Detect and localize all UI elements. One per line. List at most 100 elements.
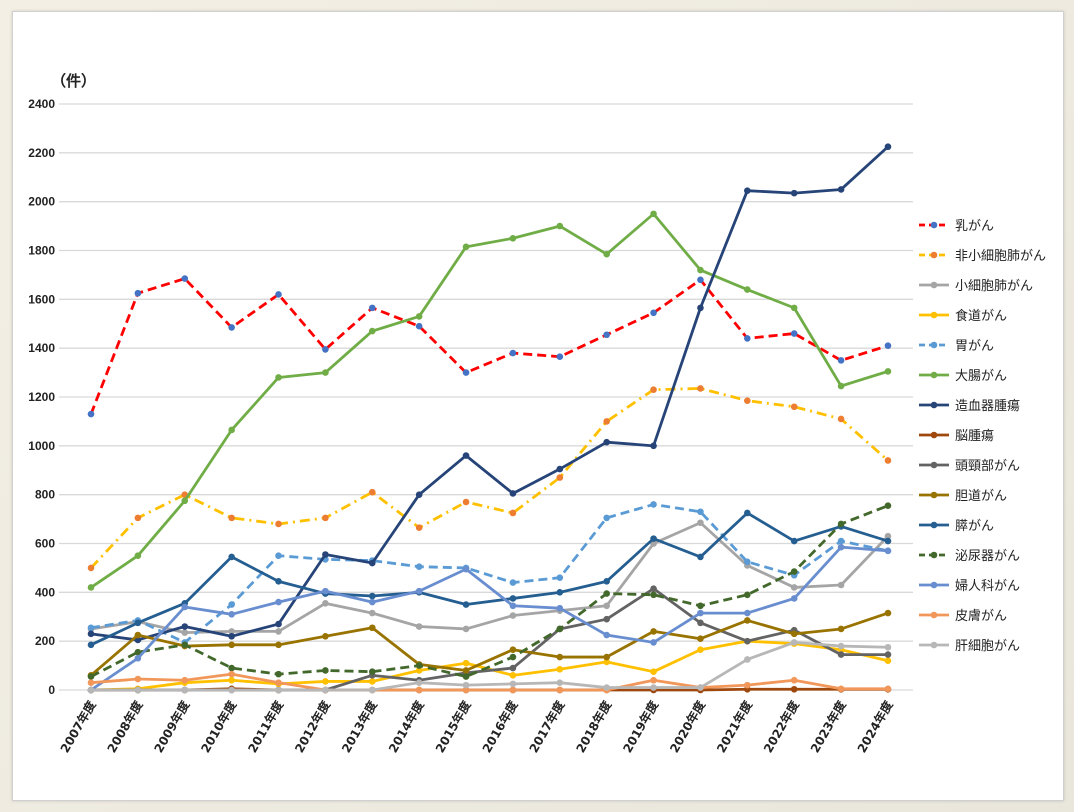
data-point bbox=[368, 668, 376, 675]
data-point bbox=[368, 592, 376, 600]
legend-marker bbox=[930, 491, 938, 499]
data-point bbox=[275, 552, 282, 560]
data-point bbox=[415, 563, 423, 570]
x-tick-label: 2015年度 bbox=[432, 697, 474, 755]
x-tick-label: 2011年度 bbox=[244, 697, 286, 755]
data-point bbox=[603, 615, 610, 623]
data-point bbox=[603, 578, 610, 585]
legend-item: 頭頸部がん bbox=[919, 459, 1020, 474]
data-point bbox=[87, 624, 95, 632]
y-tick-label: 2200 bbox=[28, 146, 55, 160]
data-point bbox=[837, 543, 845, 551]
data-point bbox=[228, 426, 235, 434]
data-point bbox=[790, 676, 798, 684]
legend-item: 泌尿器がん bbox=[919, 549, 1020, 564]
legend-item: 食道がん bbox=[919, 308, 1007, 324]
legend-item: 肝細胞がん bbox=[919, 639, 1020, 654]
data-point bbox=[509, 664, 517, 672]
data-point bbox=[87, 584, 95, 591]
legend-marker bbox=[930, 431, 938, 439]
data-point bbox=[462, 659, 470, 667]
series-13 bbox=[87, 670, 892, 694]
series-6 bbox=[87, 143, 892, 644]
data-point bbox=[181, 275, 189, 282]
x-tick-label: 2023年度 bbox=[807, 697, 849, 755]
series-line bbox=[90, 521, 889, 635]
data-point bbox=[884, 143, 892, 151]
legend-item: 膵がん bbox=[919, 519, 994, 534]
y-tick-label: 1000 bbox=[28, 439, 55, 453]
data-point bbox=[181, 497, 189, 505]
data-point bbox=[322, 369, 329, 376]
data-point bbox=[697, 553, 704, 561]
data-point bbox=[181, 623, 189, 630]
series-4 bbox=[87, 501, 892, 646]
series-line bbox=[90, 511, 889, 647]
series-11 bbox=[87, 502, 892, 680]
data-point bbox=[87, 410, 95, 418]
data-point bbox=[228, 514, 235, 522]
data-point bbox=[322, 632, 329, 640]
data-point bbox=[415, 679, 423, 686]
x-tick-label: 2024年度 bbox=[854, 697, 896, 755]
legend-label: 泌尿器がん bbox=[955, 549, 1020, 564]
data-point bbox=[509, 646, 517, 654]
data-point bbox=[87, 630, 95, 638]
data-point bbox=[650, 585, 657, 592]
data-point bbox=[650, 668, 657, 675]
data-point bbox=[884, 342, 892, 350]
legend-label: 胃がん bbox=[955, 339, 994, 354]
data-point bbox=[744, 558, 751, 566]
data-point bbox=[837, 186, 845, 193]
data-point bbox=[134, 289, 142, 297]
data-point bbox=[228, 628, 235, 635]
series-line bbox=[89, 387, 889, 569]
data-point bbox=[837, 537, 845, 545]
data-point bbox=[650, 684, 657, 691]
data-point bbox=[650, 639, 657, 646]
data-point bbox=[368, 686, 376, 694]
data-point bbox=[462, 686, 470, 694]
data-point bbox=[837, 415, 845, 423]
data-point bbox=[744, 617, 751, 624]
data-point bbox=[837, 581, 845, 589]
legend-label: 皮膚がん bbox=[955, 608, 1007, 624]
data-point bbox=[509, 234, 517, 242]
data-point bbox=[275, 679, 282, 686]
data-point bbox=[790, 568, 798, 575]
data-point bbox=[650, 386, 657, 393]
data-point bbox=[556, 465, 564, 473]
data-point bbox=[322, 678, 329, 685]
legend-label: 乳がん bbox=[955, 219, 994, 234]
legend-label: 非小細胞肺がん bbox=[955, 249, 1046, 264]
data-point bbox=[790, 595, 798, 602]
data-point bbox=[744, 681, 751, 689]
data-point bbox=[322, 667, 329, 674]
data-point bbox=[837, 685, 845, 693]
data-point bbox=[884, 643, 892, 651]
data-point bbox=[744, 187, 751, 194]
data-point bbox=[650, 501, 657, 508]
data-point bbox=[322, 551, 329, 558]
data-point bbox=[884, 502, 892, 509]
x-tick-label: 2022年度 bbox=[760, 697, 802, 755]
data-point bbox=[415, 623, 423, 630]
data-point bbox=[556, 574, 564, 581]
legend-label: 大腸がん bbox=[955, 369, 1007, 384]
data-point bbox=[134, 648, 142, 656]
data-point bbox=[228, 601, 235, 608]
data-point bbox=[744, 509, 751, 517]
x-tick-label: 2019年度 bbox=[619, 697, 661, 755]
legend-item: 胃がん bbox=[919, 339, 994, 354]
data-point bbox=[697, 304, 704, 312]
data-point bbox=[790, 304, 798, 312]
data-point bbox=[790, 639, 798, 646]
data-point bbox=[697, 646, 704, 654]
data-point bbox=[275, 628, 282, 635]
x-tick-label: 2013年度 bbox=[338, 697, 380, 755]
data-point bbox=[697, 276, 704, 284]
data-point bbox=[697, 635, 704, 643]
data-point bbox=[884, 368, 892, 375]
data-point bbox=[556, 686, 564, 694]
series-line bbox=[90, 545, 889, 692]
